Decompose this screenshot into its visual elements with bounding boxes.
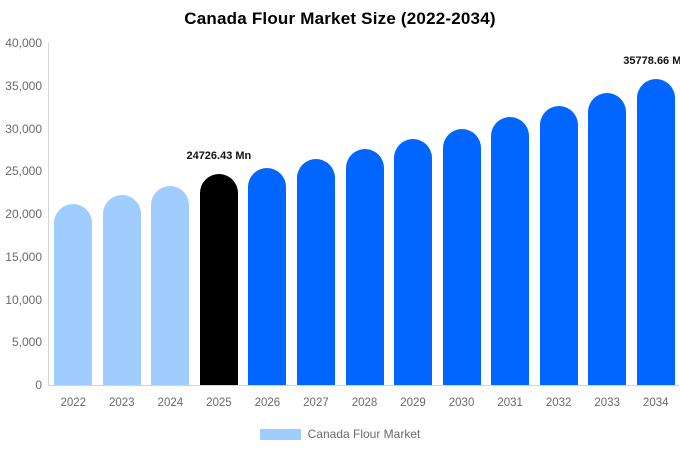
data-label-2034: 35778.66 Mn [623, 55, 680, 68]
bar-2029[interactable] [394, 138, 433, 385]
legend-swatch [259, 428, 301, 440]
bar-2025[interactable] [199, 173, 238, 385]
x-axis-tick-label: 2031 [497, 397, 523, 409]
bar-2032[interactable] [539, 106, 578, 385]
bar-2031[interactable] [491, 117, 530, 385]
y-axis-tick-label: 5,000 [11, 335, 42, 350]
y-axis-tick-label: 20,000 [5, 207, 42, 221]
x-axis-tick-label: 2023 [109, 397, 135, 409]
x-axis-tick-label: 2033 [594, 397, 620, 409]
legend-label: Canada Flour Market [307, 427, 421, 441]
chart-title: Canada Flour Market Size (2022-2034) [184, 9, 496, 28]
x-axis-tick-label: 2029 [400, 397, 426, 409]
y-axis-tick-label: 40,000 [5, 36, 42, 50]
x-axis-tick-label: 2027 [303, 397, 329, 409]
bar-2024[interactable] [151, 185, 190, 385]
x-axis-tick-label: 2026 [254, 397, 281, 409]
x-axis-tick-label: 2028 [351, 397, 378, 409]
bar-2028[interactable] [345, 149, 384, 385]
bar-2027[interactable] [296, 158, 335, 385]
y-axis-tick-label: 35,000 [5, 78, 42, 93]
x-axis-tick-label: 2025 [206, 397, 232, 409]
bar-2033[interactable] [588, 93, 627, 385]
x-axis-tick-label: 2030 [448, 397, 475, 409]
y-axis-tick-label: 25,000 [5, 164, 42, 179]
bar-2022[interactable] [54, 203, 93, 385]
x-axis-tick-label: 2034 [642, 397, 669, 409]
data-label-2025: 24726.43 Mn [186, 149, 252, 162]
legend-item[interactable]: Canada Flour Market [0, 427, 680, 441]
y-axis-line [48, 43, 49, 386]
bar-2034[interactable] [636, 79, 675, 385]
y-axis-tick-label: 10,000 [5, 292, 42, 307]
x-axis-tick-label: 2024 [157, 397, 184, 409]
plot-area [49, 43, 680, 385]
bar-2023[interactable] [102, 194, 141, 385]
x-axis-tick-label: 2022 [60, 397, 87, 409]
bar-2026[interactable] [248, 167, 287, 385]
y-axis-tick-label: 0 [35, 378, 42, 392]
bar-2030[interactable] [442, 128, 481, 385]
x-axis-tick-label: 2032 [545, 397, 572, 409]
y-axis-tick-label: 15,000 [5, 249, 42, 264]
x-axis-line [48, 385, 679, 386]
y-axis-tick-label: 30,000 [5, 121, 42, 136]
